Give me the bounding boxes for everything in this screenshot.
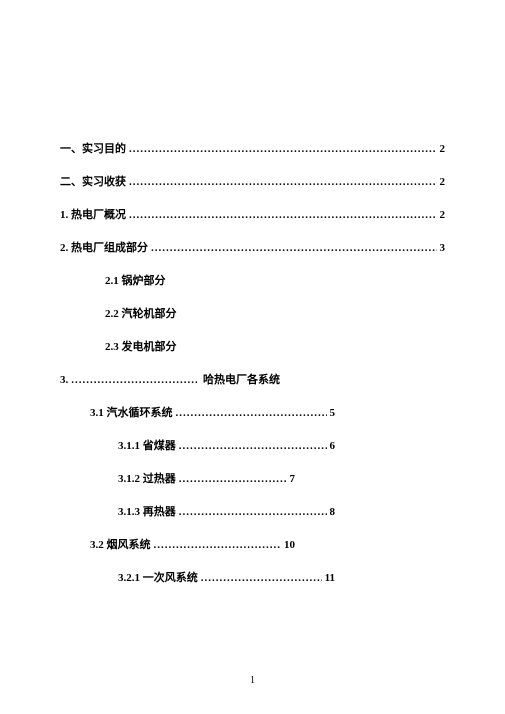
toc-page: 3 — [440, 242, 446, 254]
toc-page: 7 — [290, 473, 296, 485]
toc-entry-flue-air: 3.2 烟风系统 10 — [60, 536, 295, 552]
toc-label: 二、实习收获 — [60, 173, 126, 189]
toc-leader — [154, 539, 282, 551]
toc-leader — [129, 209, 437, 221]
toc-label: 1. 热电厂概况 — [60, 206, 126, 222]
toc-leader — [151, 242, 437, 254]
toc-page: 2 — [440, 176, 446, 188]
toc-label: 3.1.2 过热器 — [118, 470, 176, 486]
toc-label: 3.2 烟风系统 — [90, 536, 151, 552]
page-number: 1 — [250, 675, 255, 686]
toc-entry-steam-water: 3.1 汽水循环系统 5 — [60, 404, 335, 420]
toc-entry-overview: 1. 热电厂概况 2 — [60, 206, 445, 222]
toc-label: 3. — [60, 374, 68, 386]
toc-entry-generator: 2.3 发电机部分 — [60, 338, 445, 354]
toc-label: 2. 热电厂组成部分 — [60, 239, 148, 255]
toc-entry-primary-air: 3.2.1 一次风系统 11 — [60, 569, 335, 585]
toc-trailing: 哈热电厂各系统 — [203, 371, 280, 387]
toc-page: 5 — [330, 407, 336, 419]
toc-entry-components: 2. 热电厂组成部分 3 — [60, 239, 445, 255]
toc-label: 3.1.3 再热器 — [118, 503, 176, 519]
toc-leader — [179, 506, 327, 518]
document-page: 一、实习目的 2 二、实习收获 2 1. 热电厂概况 2 2. 热电厂组成部分 … — [0, 0, 505, 714]
toc-entry-reheater: 3.1.3 再热器 8 — [60, 503, 335, 519]
toc-label: 3.1 汽水循环系统 — [90, 404, 173, 420]
toc-leader — [179, 473, 287, 485]
toc-leader — [179, 440, 327, 452]
toc-entry-purpose: 一、实习目的 2 — [60, 140, 445, 156]
toc-page: 6 — [330, 440, 336, 452]
toc-leader — [201, 572, 322, 584]
toc-page: 2 — [440, 209, 446, 221]
toc-entry-gains: 二、实习收获 2 — [60, 173, 445, 189]
toc-entry-economizer: 3.1.1 省煤器 6 — [60, 437, 335, 453]
toc-label: 一、实习目的 — [60, 140, 126, 156]
toc-leader — [71, 374, 197, 386]
toc-page: 10 — [284, 539, 295, 551]
page-footer: 1 — [0, 675, 505, 686]
toc-entry-systems: 3. 哈热电厂各系统 — [60, 371, 280, 387]
toc-entry-turbine: 2.2 汽轮机部分 — [60, 305, 445, 321]
toc-page: 8 — [330, 506, 336, 518]
toc-page: 11 — [325, 572, 335, 584]
toc-leader — [129, 143, 437, 155]
toc-entry-superheater: 3.1.2 过热器 7 — [60, 470, 295, 486]
toc-label: 3.1.1 省煤器 — [118, 437, 176, 453]
toc-leader — [176, 407, 327, 419]
toc-leader — [129, 176, 437, 188]
toc-page: 2 — [440, 143, 446, 155]
toc-entry-boiler: 2.1 锅炉部分 — [60, 272, 445, 288]
toc-label: 3.2.1 一次风系统 — [118, 569, 198, 585]
